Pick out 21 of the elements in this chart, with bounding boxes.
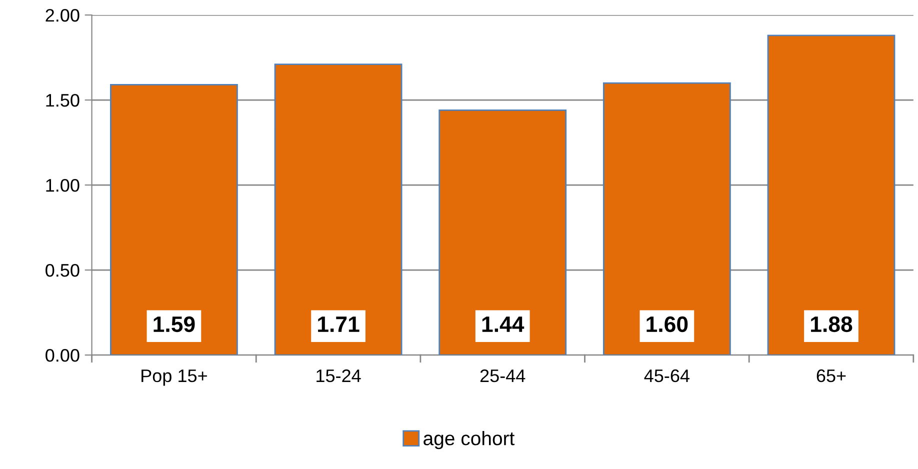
bar: [602, 82, 731, 356]
data-label: 1.59: [154, 316, 195, 332]
bar: [767, 34, 896, 356]
bar: [438, 110, 567, 356]
y-tick-label: 0.50: [46, 264, 80, 277]
x-tick-label: 15-24: [316, 369, 361, 382]
x-tick-label: 45-64: [644, 369, 690, 382]
y-tick-label: 1.00: [46, 178, 80, 192]
data-label: 1.44: [482, 316, 524, 332]
data-label: 1.88: [811, 316, 852, 332]
bar: [110, 84, 238, 356]
y-tick-label: 1.50: [46, 94, 80, 107]
y-tick-label: 2.00: [46, 8, 80, 22]
y-tick-label: 0.00: [46, 348, 80, 362]
legend-label: age cohort: [424, 431, 515, 450]
bar: [274, 64, 402, 356]
x-tick-label: Pop 15+: [142, 370, 207, 386]
data-label: 1.71: [318, 316, 360, 332]
data-label: 1.60: [646, 316, 688, 332]
x-tick-label: 25-44: [480, 369, 526, 382]
x-tick-label: 65+: [816, 369, 846, 382]
